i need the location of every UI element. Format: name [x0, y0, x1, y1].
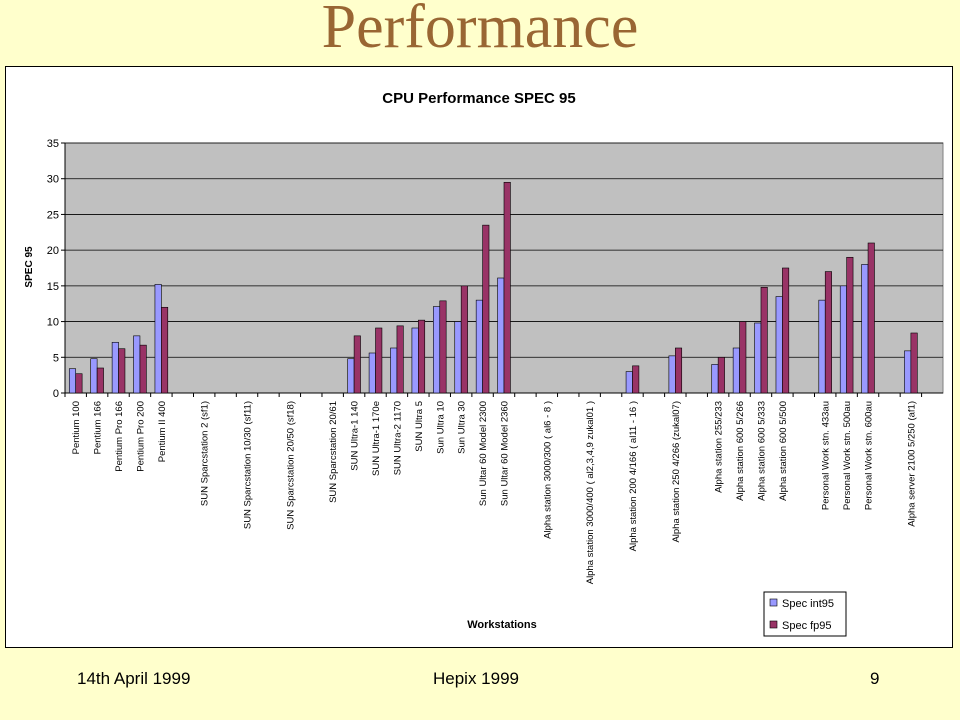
bar-spec-fp95	[824, 271, 832, 394]
bar-spec-int95	[111, 341, 119, 394]
x-tick-label: Alpha station 255/233	[714, 401, 725, 493]
bar-spec-int95	[454, 321, 462, 394]
x-tick-label: Alpha station 3000/300 ( al6 - 8 )	[542, 401, 553, 539]
bar-spec-fp95	[161, 306, 169, 394]
x-tick-label: Alpha server 2100 5/250 (af1)	[906, 401, 917, 527]
bar-spec-int95	[904, 350, 912, 394]
bar-spec-fp95	[482, 224, 490, 394]
x-tick-label: Pentium II 400	[157, 401, 168, 462]
chart-frame: CPU Performance SPEC 95 0 5 10 15 20 25 30 35 Pe…	[5, 66, 953, 648]
x-tick-label: SUN Sparcstation 10/30 (sf11)	[243, 401, 254, 529]
x-tick-label: Sun Ultra 10	[435, 401, 446, 454]
footer-date: 14th April 1999	[77, 669, 191, 688]
slide-title: Performance	[321, 0, 639, 61]
y-tick-label: 25	[47, 209, 59, 221]
bar-spec-int95	[154, 284, 162, 394]
bar-spec-int95	[433, 306, 441, 394]
bar-spec-fp95	[118, 348, 126, 394]
x-tick-label: Alpha station 600 5/333	[756, 401, 767, 501]
bar-spec-fp95	[418, 319, 426, 394]
x-tick-label: Pentium Pro 200	[135, 401, 146, 472]
bar-spec-int95	[625, 371, 633, 394]
y-tick-label: 20	[47, 245, 59, 257]
bar-spec-fp95	[675, 347, 683, 394]
bar-spec-fp95	[760, 286, 768, 394]
legend-box	[763, 591, 847, 637]
x-tick-label: SUN Ultra-2 1170	[392, 401, 403, 475]
x-tick-label: Sun Ultra 30	[457, 401, 468, 454]
bar-spec-int95	[133, 335, 141, 394]
bar-spec-fp95	[353, 335, 361, 394]
bar-spec-int95	[839, 285, 847, 394]
x-tick-label: Alpha station 3000/400 ( al2,3,4,9 zukal…	[585, 401, 596, 584]
x-tick-label: Alpha station 600 5/266	[735, 401, 746, 501]
bar-spec-int95	[775, 296, 783, 394]
x-tick-label: Personal Work stn. 600au	[864, 401, 875, 510]
y-tick-label: 0	[53, 388, 59, 400]
bar-spec-int95	[668, 355, 676, 394]
plot-area: 0 5 10 15 20 25 30 35 Pentium 100 Pentium 166 Pent…	[47, 138, 944, 584]
x-tick-label: Pentium Pro 166	[114, 401, 125, 472]
x-tick-label: SUN Ultra-1 140	[350, 401, 361, 471]
bar-spec-fp95	[503, 181, 511, 394]
x-tick-label: SUN Sparcstation 20/50 (sf18)	[285, 401, 296, 530]
bar-spec-int95	[732, 347, 740, 394]
legend-swatch-fp	[769, 620, 778, 629]
x-tick-label: SUN Sparcstation 20/61	[328, 401, 339, 503]
legend-label-fp: Spec fp95	[782, 620, 832, 632]
bar-spec-int95	[68, 368, 77, 394]
bar-spec-fp95	[139, 344, 147, 394]
y-tick-label: 10	[47, 317, 59, 329]
chart-legend: Spec int95 Spec fp95	[763, 591, 847, 637]
bar-spec-fp95	[439, 300, 447, 394]
x-tick-label: Pentium 166	[93, 401, 104, 454]
spec95-bar-chart: CPU Performance SPEC 95 0 5 10 15 20 25 30 35 Pe…	[24, 90, 944, 637]
bar-spec-fp95	[846, 256, 854, 394]
bar-spec-int95	[411, 327, 419, 394]
x-axis-label: Workstations	[467, 619, 536, 631]
x-tick-label: Sun Ultar 60 Model 2300	[478, 401, 489, 506]
bar-spec-int95	[368, 352, 376, 394]
bar-spec-int95	[497, 277, 505, 394]
y-tick-label: 35	[47, 138, 59, 150]
bar-spec-fp95	[867, 242, 875, 394]
y-axis-label: SPEC 95	[24, 246, 35, 288]
x-tick-label: Alpha station 250 4/266 (zukal07)	[671, 401, 682, 543]
bar-spec-fp95	[375, 327, 383, 394]
bar-spec-int95	[90, 358, 98, 394]
bar-spec-int95	[818, 299, 826, 394]
bar-spec-fp95	[717, 356, 725, 394]
page-number: 9	[870, 669, 880, 688]
x-tick-label: Alpha station 200 4/166 ( al11 - 16 )	[628, 401, 639, 551]
chart-title: CPU Performance SPEC 95	[382, 90, 575, 107]
x-tick-label: Sun Ultar 60 Model 2360	[500, 401, 511, 506]
y-tick-label: 30	[47, 174, 59, 186]
x-tick-label: SUN Ultra 5	[414, 401, 425, 452]
bar-spec-fp95	[782, 267, 790, 394]
legend-label-int: Spec int95	[782, 598, 834, 610]
x-tick-label: Personal Work stn. 433au	[821, 401, 832, 510]
legend-swatch-int	[769, 598, 778, 607]
x-tick-label: SUN Sparcstation 2 (sf1)	[200, 401, 211, 506]
bar-spec-int95	[475, 299, 483, 394]
x-tick-label: SUN Ultra-1 170e	[371, 401, 382, 476]
footer-event: Hepix 1999	[433, 669, 520, 688]
x-tick-label: Pentium 100	[71, 401, 82, 454]
bar-spec-fp95	[460, 285, 468, 394]
bar-spec-fp95	[910, 332, 918, 394]
x-tick-label: Alpha station 600 5/500	[778, 401, 789, 501]
x-tick-label: Personal Work stn. 500au	[842, 401, 853, 510]
bar-spec-int95	[861, 264, 869, 394]
bar-spec-int95	[754, 322, 762, 394]
bar-spec-fp95	[96, 367, 104, 394]
y-tick-label: 15	[47, 281, 59, 293]
bar-spec-int95	[347, 358, 355, 394]
bar-spec-int95	[711, 364, 719, 394]
bar-spec-fp95	[75, 373, 83, 394]
bar-spec-int95	[390, 347, 398, 394]
bar-spec-fp95	[739, 321, 747, 394]
y-tick-label: 5	[53, 352, 59, 364]
bar-spec-fp95	[396, 325, 404, 394]
bar-spec-fp95	[632, 365, 640, 394]
